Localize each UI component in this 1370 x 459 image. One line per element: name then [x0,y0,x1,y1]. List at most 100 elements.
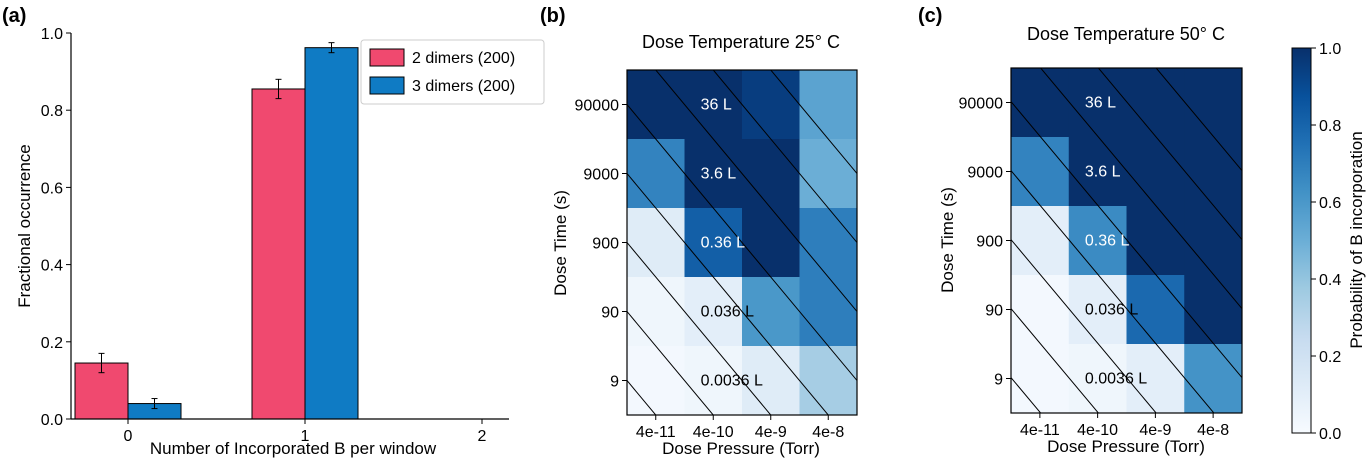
panel-b-cell-9-4e-11 [627,346,685,416]
panel-c-cell-9-4e-10 [1068,344,1127,414]
panel-c-xlabel: Dose Pressure (Torr) [1047,437,1205,456]
panel-a-ytick-label: 0.6 [41,180,63,197]
panel-c-iso-line [1011,100,1242,379]
panel-a-xtick-label: 0 [124,428,133,445]
panel-b-iso-line [627,310,714,415]
panel-c-cell-9000-4e-9 [1126,137,1185,207]
panel-b-cell-9000-4e-9 [742,139,800,209]
colorbar-tick-label: 0.2 [1319,349,1341,366]
panel-c-ytick-label: 9000 [967,165,1003,182]
panel-b-cell-9000-4e-11 [627,139,685,209]
panel-a-ytick-label: 0.2 [41,335,63,352]
panel-b-iso-exposure-lines [627,70,857,415]
panel-c-ytick-label: 90000 [959,96,1004,113]
panel-c-iso-line [1011,376,1042,413]
panel-a-xtick-label: 1 [301,428,310,445]
panel-b-xtick-label: 4e-11 [636,424,676,441]
panel-c-iso-exposure-lines [1011,68,1242,413]
panel-c-ylabel: Dose Time (s) [938,187,957,293]
panel-a-legend: 2 dimers (200) 3 dimers (200) [360,39,545,105]
panel-b-cell-90-4e-10 [684,277,743,347]
panel-b-xtick-label: 4e-8 [812,424,844,441]
colorbar-label: Probability of B incorporation [1347,131,1366,348]
panel-a-xlabel: Number of Incorporated B per window [150,439,437,458]
panel-b-ytick-label: 900 [592,236,619,253]
legend-swatch-3-dimers [369,76,405,95]
panel-c-annotation-0-036-l: 0.036 L [1085,302,1138,319]
panel-b-cell-9-4e-10 [684,346,743,416]
panel-b-heatmap: (b) Dose Temperature 25° C 36 L 3.6 L 0.36… [540,5,858,458]
colorbar-tick-label: 0.8 [1319,118,1341,135]
panel-c-annotation-3-6-l: 3.6 L [1085,164,1121,181]
panel-c-heatmap: (c) Dose Temperature 50° C 36 L 3.6 L 0.36… [918,5,1243,456]
panel-c-cell-9000-4e-11 [1011,137,1070,207]
panel-a-xtick-label: 2 [478,428,487,445]
panel-c-cell-90000-4e-9 [1126,68,1185,138]
panel-b-xlabel: Dose Pressure (Torr) [662,439,820,458]
panel-c-cell-90000-4e-11 [1011,68,1070,138]
panel-b-cell-90000-4e-10 [684,70,743,140]
panel-c-cell-9000-4e-10 [1068,137,1127,207]
panel-a-ytick-label: 0.8 [41,103,63,120]
panel-b-cell-90-4e-11 [627,277,685,347]
panel-b-cell-90000-4e-8 [799,70,858,140]
panel-c-cells [1011,68,1243,414]
panel-b-cells [627,70,858,416]
panel-c-iso-line [1011,238,1157,413]
panel-c-cell-900-4e-11 [1011,206,1070,276]
panel-b-label: (b) [540,5,566,27]
colorbar-ticks: 0.0 0.2 0.4 0.6 0.8 1.0 [1311,41,1341,443]
panel-b-ytick-label: 9 [610,374,619,391]
panel-b-iso-line [627,241,772,415]
panel-b-iso-line [655,70,857,313]
panel-a-axes: 0.0 0.2 0.4 0.6 0.8 1.0 0 1 2 [41,26,509,445]
colorbar: 0.0 0.2 0.4 0.6 0.8 1.0 Probability of B inco… [1291,41,1366,443]
panel-c-xtick-label: 4e-11 [1020,422,1060,439]
panel-c-annotation-0-36-l: 0.36 L [1085,233,1130,250]
panel-b-cell-900-4e-8 [799,208,858,278]
panel-b-xtick-label: 4e-9 [755,424,787,441]
panel-c-ytick-label: 90 [985,303,1003,320]
panel-b-cell-90000-4e-11 [627,70,685,140]
panel-b-annotation-36-l: 36 L [701,97,732,114]
panel-c-xtick-label: 4e-9 [1139,422,1171,439]
panel-c-cell-9000-4e-8 [1184,137,1243,207]
legend-swatch-2-dimers [369,48,405,67]
panel-b-ytick-label: 90 [601,305,619,322]
panel-b-cell-9-4e-9 [742,346,800,416]
colorbar-tick-label: 0.0 [1319,426,1341,443]
panel-c-cell-900-4e-10 [1068,206,1127,276]
colorbar-gradient [1291,47,1312,434]
panel-c-cell-900-4e-9 [1126,206,1185,276]
panel-c-label: (c) [918,5,942,27]
panel-b-xtick-label: 4e-10 [693,424,734,441]
panel-a-marks [74,42,359,420]
colorbar-tick-label: 0.4 [1319,272,1341,289]
panel-c-cell-90-4e-8 [1184,275,1243,345]
panel-c-cell-90000-4e-8 [1184,68,1243,138]
panel-b-cell-9000-4e-10 [684,139,743,209]
panel-b-cell-900-4e-11 [627,208,685,278]
panel-c-iso-line [1011,169,1215,413]
bar-3-dimers-200-1 [304,47,359,420]
panel-c-iso-line [1039,68,1242,310]
panel-b-iso-line [770,70,857,175]
panel-b-cell-9-4e-8 [799,346,858,416]
panel-c-iso-line [1155,68,1242,172]
panel-b-cell-90-4e-8 [799,277,858,347]
panel-b-ytick-label: 90000 [575,98,620,115]
panel-c-iso-line [1011,307,1100,413]
panel-b-cell-90000-4e-9 [742,70,800,140]
panel-b-iso-line [627,103,857,382]
panel-c-xtick-label: 4e-10 [1077,422,1118,439]
legend-label-3-dimers: 3 dimers (200) [412,78,515,95]
panel-c-cell-9-4e-9 [1126,344,1185,414]
colorbar-tick-label: 1.0 [1319,41,1341,58]
panel-c-ytick-label: 9 [994,372,1003,389]
panel-b-iso-line [712,70,857,244]
panel-a-ytick-label: 0.4 [41,258,63,275]
legend-label-2-dimers: 2 dimers (200) [412,50,515,67]
colorbar-tick-label: 0.6 [1319,195,1341,212]
panel-b-cell-9000-4e-8 [799,139,858,209]
